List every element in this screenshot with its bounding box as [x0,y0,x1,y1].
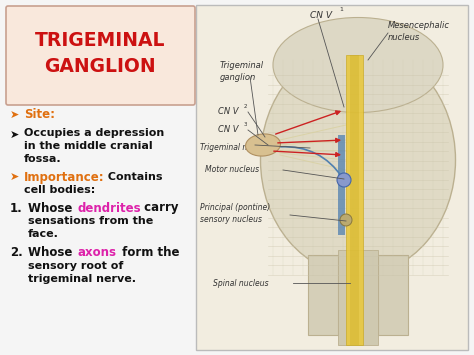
Text: Motor nucleus: Motor nucleus [205,165,259,175]
Ellipse shape [261,45,456,275]
Text: ganglion: ganglion [220,72,256,82]
Text: sensations from the: sensations from the [28,216,153,226]
Text: 1.: 1. [10,202,23,214]
Polygon shape [338,250,378,345]
Text: GANGLION: GANGLION [44,58,156,76]
FancyBboxPatch shape [196,5,468,350]
Polygon shape [378,255,408,335]
Text: Occupies a depression: Occupies a depression [24,128,164,138]
Text: Trigeminal: Trigeminal [220,60,264,70]
Text: Trigeminal n. (CN V): Trigeminal n. (CN V) [200,143,277,153]
Text: CN V: CN V [218,126,238,135]
Text: Importance:: Importance: [24,170,105,184]
Text: sensory root of: sensory root of [28,261,123,271]
Text: Mesencephalic: Mesencephalic [388,21,450,29]
Ellipse shape [246,134,281,156]
Text: TRIGEMINAL: TRIGEMINAL [35,31,165,49]
Text: ➤: ➤ [10,130,19,140]
Text: form the: form the [118,246,180,260]
Text: 2.: 2. [10,246,23,260]
Text: fossa.: fossa. [24,154,62,164]
Text: dendrites: dendrites [78,202,142,214]
Text: cell bodies:: cell bodies: [24,185,95,195]
Text: axons: axons [78,246,117,260]
Polygon shape [346,55,363,345]
Text: sensory nucleus: sensory nucleus [200,214,262,224]
FancyBboxPatch shape [6,6,195,105]
Text: nucleus: nucleus [388,33,420,42]
Text: in the middle cranial: in the middle cranial [24,141,153,151]
Text: Whose: Whose [28,246,76,260]
Text: face.: face. [28,229,59,239]
Text: 2: 2 [244,104,247,109]
Text: trigeminal nerve.: trigeminal nerve. [28,274,136,284]
Text: Spinal nucleus: Spinal nucleus [213,279,269,288]
Text: Contains: Contains [104,172,163,182]
Text: CN V: CN V [218,108,238,116]
Polygon shape [350,55,359,345]
Circle shape [337,173,351,187]
Text: Site:: Site: [24,109,55,121]
Polygon shape [308,255,338,335]
Text: Whose: Whose [28,202,76,214]
Text: 3: 3 [244,122,247,127]
Text: CN V: CN V [310,11,332,20]
Text: 1: 1 [339,7,343,12]
Text: Principal (pontine): Principal (pontine) [200,202,270,212]
Text: ➤: ➤ [10,172,19,182]
Ellipse shape [273,17,443,113]
Circle shape [340,214,352,226]
Polygon shape [338,135,345,235]
Text: ➤: ➤ [10,110,19,120]
Text: carry: carry [140,202,179,214]
